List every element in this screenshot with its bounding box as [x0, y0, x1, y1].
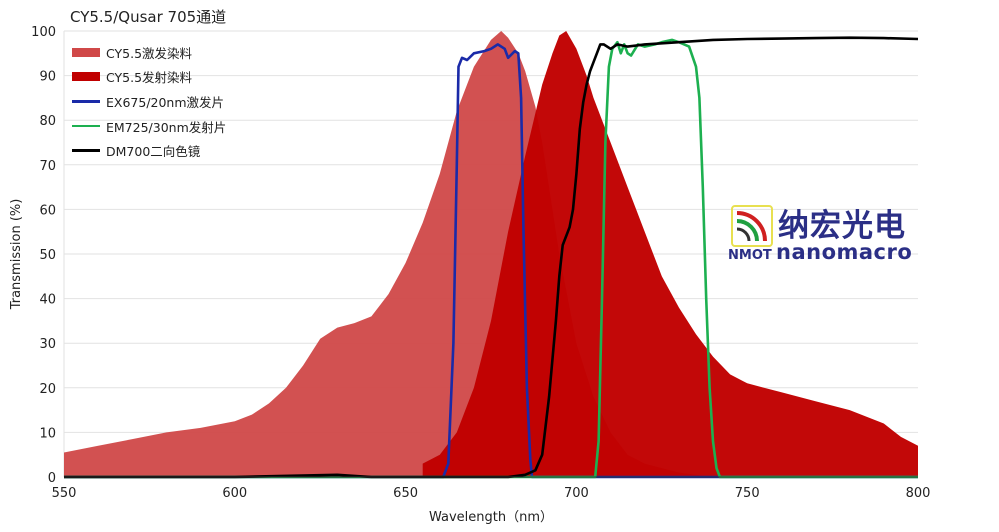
area-1 — [422, 31, 918, 477]
x-axis-label: Wavelength（nm） — [429, 510, 553, 525]
legend-label: DM700二向色镜 — [106, 144, 201, 160]
legend-item: EM725/30nm发射片 — [72, 114, 226, 139]
x-tick-label: 650 — [393, 486, 418, 501]
legend-item: EX675/20nm激发片 — [72, 89, 226, 114]
x-tick-label: 550 — [52, 486, 77, 501]
legend-item: DM700二向色镜 — [72, 138, 226, 163]
line-4 — [64, 36, 919, 479]
legend-label: EX675/20nm激发片 — [106, 94, 225, 110]
legend-swatch — [72, 72, 100, 82]
y-tick-label: 50 — [39, 248, 56, 263]
legend-swatch — [72, 149, 100, 152]
logo-abbr: NMOT — [728, 248, 772, 263]
line-2 — [64, 43, 918, 479]
x-tick-label: 700 — [564, 486, 589, 501]
y-tick-label: 90 — [39, 70, 56, 85]
legend-swatch — [72, 124, 100, 128]
y-tick-label: 0 — [48, 471, 56, 486]
logo-signal-icon — [731, 205, 773, 247]
legend-label: EM725/30nm发射片 — [106, 119, 227, 135]
legend-item: CY5.5激发染料 — [72, 40, 226, 65]
x-tick-label: 800 — [906, 486, 931, 501]
legend-item: CY5.5发射染料 — [72, 65, 226, 90]
logo-english: nanomacro — [776, 240, 913, 264]
x-tick-label: 600 — [222, 486, 247, 501]
y-tick-label: 70 — [39, 159, 56, 174]
y-tick-label: 100 — [31, 25, 56, 40]
legend: CY5.5激发染料 CY5.5发射染料 EX675/20nm激发片 EM725/30n… — [72, 40, 226, 163]
y-tick-label: 40 — [39, 293, 56, 308]
legend-swatch — [72, 100, 100, 103]
legend-label: CY5.5激发染料 — [106, 45, 193, 61]
y-tick-label: 10 — [39, 426, 56, 441]
legend-swatch — [72, 47, 100, 57]
chart-title: CY5.5/Qusar 705通道 — [70, 8, 227, 26]
x-tick-label: 750 — [735, 486, 760, 501]
y-axis-label: Transmission (%) — [9, 199, 24, 311]
line-3 — [64, 38, 918, 479]
logo-chinese-text: 纳宏光电 — [778, 208, 906, 244]
y-tick-label: 20 — [39, 382, 56, 397]
y-tick-label: 60 — [39, 203, 56, 218]
y-tick-label: 30 — [39, 337, 56, 352]
legend-label: CY5.5发射染料 — [106, 70, 193, 86]
y-tick-label: 80 — [39, 114, 56, 129]
